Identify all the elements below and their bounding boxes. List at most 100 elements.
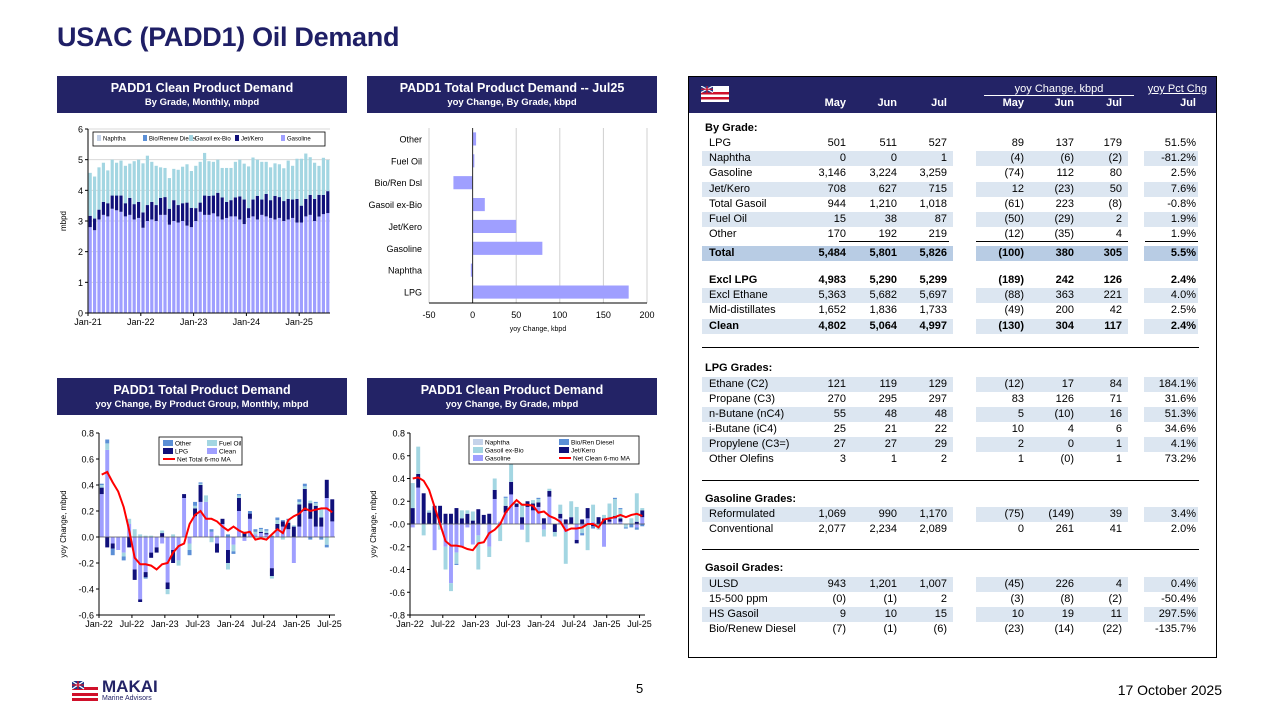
row-value: 1 bbox=[1017, 452, 1024, 465]
bar-segment bbox=[459, 518, 464, 524]
bar-segment bbox=[432, 505, 437, 524]
bar-segment bbox=[634, 521, 639, 524]
row-value: 5,299 bbox=[919, 274, 947, 286]
row-value: 304 bbox=[1055, 319, 1074, 332]
row-value: (29) bbox=[1054, 213, 1074, 225]
bar-segment bbox=[231, 551, 236, 554]
bar-segment bbox=[264, 529, 269, 531]
legend-label: Gasoil ex-Bio bbox=[485, 448, 524, 455]
row-value: 295 bbox=[878, 392, 897, 405]
legend-label: Bio/Renew Diesel bbox=[149, 137, 196, 143]
row-shading bbox=[702, 318, 953, 334]
bar-segment bbox=[88, 172, 92, 216]
row-value: 944 bbox=[827, 197, 846, 210]
row-value: 50 bbox=[1109, 182, 1122, 195]
bar-segment bbox=[585, 508, 590, 519]
bar-segment bbox=[454, 563, 459, 565]
bar-segment bbox=[618, 509, 623, 519]
bar-segment bbox=[141, 227, 145, 313]
bar-segment bbox=[326, 213, 330, 313]
bar-segment bbox=[258, 533, 263, 537]
row-value: 5,682 bbox=[869, 289, 897, 302]
row-shading bbox=[976, 181, 1128, 197]
bar-segment bbox=[167, 178, 171, 209]
bar-segment bbox=[470, 511, 475, 521]
row-value: 226 bbox=[1055, 578, 1074, 590]
row-label: Conventional bbox=[709, 522, 774, 535]
row-value: 5,290 bbox=[869, 274, 897, 286]
y-tick-label: 0.4 bbox=[81, 481, 94, 491]
row-value: 1,007 bbox=[919, 578, 947, 590]
row-value: 0 bbox=[1017, 522, 1024, 535]
bar-segment bbox=[225, 167, 229, 202]
subtotal-rule bbox=[839, 241, 949, 242]
row-value: 2 bbox=[1017, 437, 1024, 450]
row-value: 48 bbox=[934, 407, 947, 420]
row-value: 380 bbox=[1055, 247, 1074, 259]
bar-segment bbox=[623, 527, 628, 529]
bar-segment bbox=[530, 510, 535, 524]
bar-segment bbox=[612, 497, 617, 499]
bar-segment bbox=[324, 498, 329, 537]
panel-header-total-demand-jul25: PADD1 Total Product Demand -- Jul25 yoy … bbox=[367, 76, 657, 113]
bar-segment bbox=[141, 212, 145, 228]
x-tick-label: Jan-23 bbox=[151, 619, 179, 629]
bar-segment bbox=[226, 550, 230, 563]
bar-segment bbox=[167, 208, 171, 225]
row-value: 1,652 bbox=[818, 304, 846, 317]
demand-table: yoy Change, kbpd yoy Pct Chg May Jun Jul Ma… bbox=[688, 76, 1217, 658]
row-value: 27 bbox=[884, 437, 897, 450]
bar-segment bbox=[541, 524, 546, 530]
row-value: 5,697 bbox=[919, 289, 947, 302]
bar-segment bbox=[304, 198, 308, 217]
bar-segment bbox=[165, 582, 170, 589]
y-tick-label: 0.8 bbox=[81, 429, 94, 439]
x-tick-label: Jan-25 bbox=[283, 619, 311, 629]
bar-segment bbox=[313, 198, 317, 221]
row-value: (22) bbox=[1102, 623, 1122, 636]
bar-segment bbox=[247, 518, 252, 537]
bar-segment bbox=[634, 527, 639, 530]
bar-segment bbox=[291, 525, 296, 527]
row-label: HS Gasoil bbox=[709, 608, 759, 621]
row-value: 708 bbox=[827, 182, 846, 195]
section-divider bbox=[702, 347, 1199, 348]
category-label: Jet/Kero bbox=[388, 222, 422, 232]
legend-swatch-icon bbox=[207, 448, 217, 454]
x-tick-label: -50 bbox=[422, 310, 435, 320]
bar-segment bbox=[536, 498, 541, 503]
bar-segment bbox=[121, 552, 126, 557]
row-shading bbox=[1144, 288, 1198, 304]
bar-segment bbox=[563, 519, 568, 524]
bar-segment bbox=[607, 519, 612, 522]
row-value: 19 bbox=[1061, 608, 1074, 621]
x-tick-label: 50 bbox=[511, 310, 521, 320]
bar-segment bbox=[634, 493, 639, 522]
panel-title: PADD1 Clean Product Demand bbox=[420, 383, 604, 397]
bar-segment bbox=[215, 543, 219, 553]
bar-segment bbox=[99, 485, 104, 488]
bar-segment bbox=[132, 161, 136, 205]
y-axis-label: mbpd bbox=[59, 211, 68, 231]
row-value: 297.5% bbox=[1158, 608, 1196, 621]
bar-segment bbox=[416, 446, 421, 474]
bar-segment bbox=[226, 537, 230, 550]
bar-segment bbox=[181, 221, 185, 313]
bar-segment bbox=[520, 524, 525, 530]
bar-segment bbox=[291, 199, 295, 218]
bar-segment bbox=[255, 195, 259, 220]
bar-segment bbox=[574, 524, 579, 540]
bar-segment bbox=[253, 529, 258, 532]
bar-segment bbox=[269, 167, 273, 201]
table-header: yoy Change, kbpd yoy Pct Chg May Jun Jul Ma… bbox=[689, 77, 1216, 113]
row-label: Excl Ethane bbox=[709, 289, 768, 302]
row-value: 363 bbox=[1055, 289, 1074, 302]
row-value: (14) bbox=[1054, 623, 1074, 636]
category-label: Fuel Oil bbox=[391, 156, 422, 166]
bar-segment bbox=[128, 198, 132, 215]
bar-segment bbox=[187, 543, 192, 550]
bar-segment bbox=[438, 505, 443, 523]
bar-segment bbox=[476, 524, 481, 536]
row-value: 2.4% bbox=[1170, 319, 1196, 332]
legend-swatch-icon bbox=[163, 448, 173, 454]
